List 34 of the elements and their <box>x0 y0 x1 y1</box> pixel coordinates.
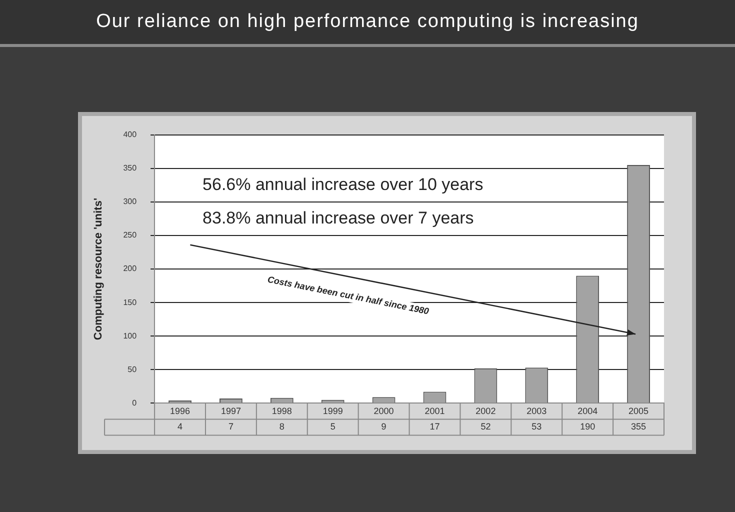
x-tick-label: 2001 <box>424 406 445 416</box>
y-tick-label: 400 <box>123 130 138 140</box>
data-label: 4 <box>178 422 183 432</box>
y-tick-label: 100 <box>123 331 138 340</box>
data-label: 5 <box>330 422 336 432</box>
y-axis-title: Computing resource 'units' <box>92 198 105 340</box>
data-label: 52 <box>480 422 491 432</box>
x-tick-label: 2003 <box>526 406 547 416</box>
x-tick-label: 2005 <box>628 406 649 416</box>
data-label: 9 <box>381 422 386 432</box>
chart-title: Our reliance on high performance computing is increasing <box>0 0 735 47</box>
annotation: 56.6% annual increase over 10 years <box>202 174 484 194</box>
x-tick-label: 2004 <box>578 406 598 416</box>
y-tick-label: 50 <box>128 364 138 374</box>
data-label: 7 <box>228 422 234 432</box>
y-tick-label: 150 <box>123 298 138 307</box>
annotation: 83.8% annual increase over 7 years <box>202 208 474 228</box>
data-label: 8 <box>279 422 284 432</box>
x-tick-label: 1999 <box>322 406 343 416</box>
data-label: 53 <box>532 422 542 432</box>
y-tick-label: 350 <box>123 164 138 173</box>
y-tick-label: 300 <box>123 197 138 206</box>
data-label: 17 <box>430 422 440 432</box>
data-label: 190 <box>580 422 596 432</box>
annotation: Costs have been cut in half since 1980 <box>266 274 430 316</box>
x-tick-label: 2002 <box>476 406 496 416</box>
x-tick-label: 1998 <box>272 406 292 416</box>
y-tick-label: 250 <box>123 230 138 240</box>
y-tick-label: 0 <box>132 398 138 408</box>
data-label: 355 <box>631 422 646 432</box>
x-tick-label: 1996 <box>170 406 190 416</box>
x-tick-label: 1997 <box>220 406 241 416</box>
y-tick-label: 200 <box>123 264 138 274</box>
x-tick-label: 2000 <box>374 406 394 416</box>
